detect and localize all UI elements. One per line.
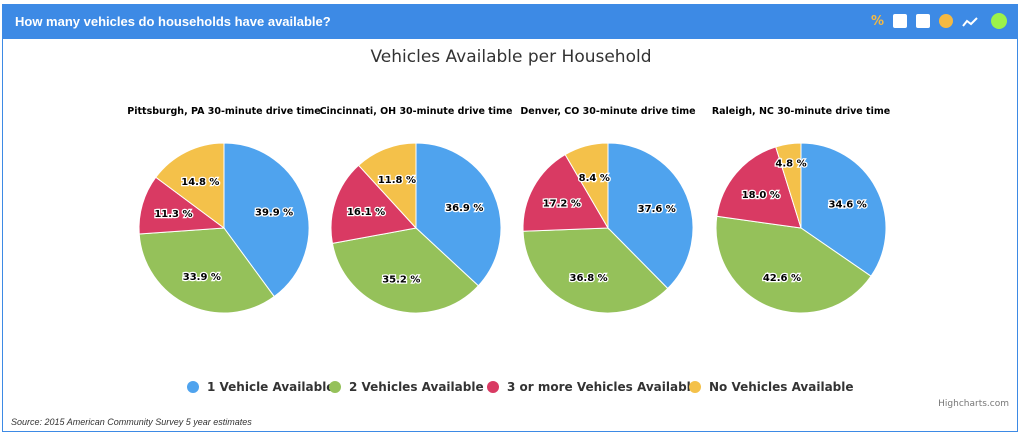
pie-slice[interactable] [155, 142, 225, 229]
table-icon[interactable] [893, 14, 907, 28]
data-label: 4.8 % [775, 158, 806, 169]
pie-title: Raleigh, NC 30-minute drive time [712, 106, 890, 117]
data-label: 14.8 % [181, 177, 219, 188]
panel-header: How many vehicles do households have ava… [3, 5, 1017, 39]
pie-slice[interactable] [800, 142, 887, 277]
source-note: Source: 2015 American Community Survey 5… [11, 417, 252, 427]
pie-slice[interactable] [522, 153, 609, 232]
pie-slice[interactable] [564, 142, 609, 230]
data-label: 39.9 % [255, 208, 293, 219]
data-label: 11.8 % [378, 175, 416, 186]
pie-slice[interactable] [415, 142, 502, 287]
legend-item[interactable]: 2 Vehicles Available [349, 380, 484, 394]
data-label: 34.6 % [829, 199, 867, 210]
pie-slice[interactable] [357, 142, 417, 230]
pie-title: Denver, CO 30-minute drive time [520, 106, 695, 117]
legend-marker[interactable] [487, 381, 499, 393]
pie-slice[interactable] [775, 142, 802, 229]
pie-slice[interactable] [522, 227, 669, 314]
chart-panel: How many vehicles do households have ava… [2, 4, 1018, 432]
data-label: 36.8 % [570, 273, 608, 284]
pie-slice[interactable] [715, 215, 872, 314]
data-label: 37.6 % [638, 204, 676, 215]
data-label: 18.0 % [742, 190, 780, 201]
legend-item[interactable]: No Vehicles Available [709, 380, 854, 394]
legend-item[interactable]: 3 or more Vehicles Available [507, 380, 699, 394]
pie-slice[interactable] [331, 227, 480, 314]
pie-slice[interactable] [138, 227, 275, 314]
legend-marker[interactable] [329, 381, 341, 393]
pie-title: Cincinnati, OH 30-minute drive time [320, 106, 513, 117]
chart-title: Vehicles Available per Household [370, 47, 651, 67]
pie-slice[interactable] [223, 142, 310, 298]
pie-slice[interactable] [330, 164, 417, 244]
credits[interactable]: Highcharts.com [938, 399, 1009, 409]
line-chart-icon[interactable] [962, 14, 978, 28]
pie-chart-icon[interactable] [939, 14, 953, 28]
legend-marker[interactable] [187, 381, 199, 393]
pie-slice[interactable] [607, 142, 694, 290]
pie-charts: Vehicles Available per Household Pittsbur… [127, 47, 890, 394]
data-label: 33.9 % [183, 272, 221, 283]
status-dot [991, 13, 1007, 29]
data-label: 8.4 % [579, 173, 610, 184]
data-label: 11.3 % [154, 209, 192, 220]
data-label: 16.1 % [347, 207, 385, 218]
data-label: 42.6 % [763, 273, 801, 284]
legend-marker[interactable] [689, 381, 701, 393]
bar-chart-icon[interactable] [916, 14, 930, 28]
data-label: 36.9 % [445, 203, 483, 214]
data-label: 35.2 % [382, 275, 420, 286]
percent-icon[interactable]: % [870, 13, 884, 29]
data-label: 17.2 % [543, 199, 581, 210]
pie-title: Pittsburgh, PA 30-minute drive time [127, 106, 320, 117]
pie-slice[interactable] [716, 146, 802, 229]
panel-title: How many vehicles do households have ava… [15, 14, 331, 29]
legend-item[interactable]: 1 Vehicle Available [207, 380, 334, 394]
